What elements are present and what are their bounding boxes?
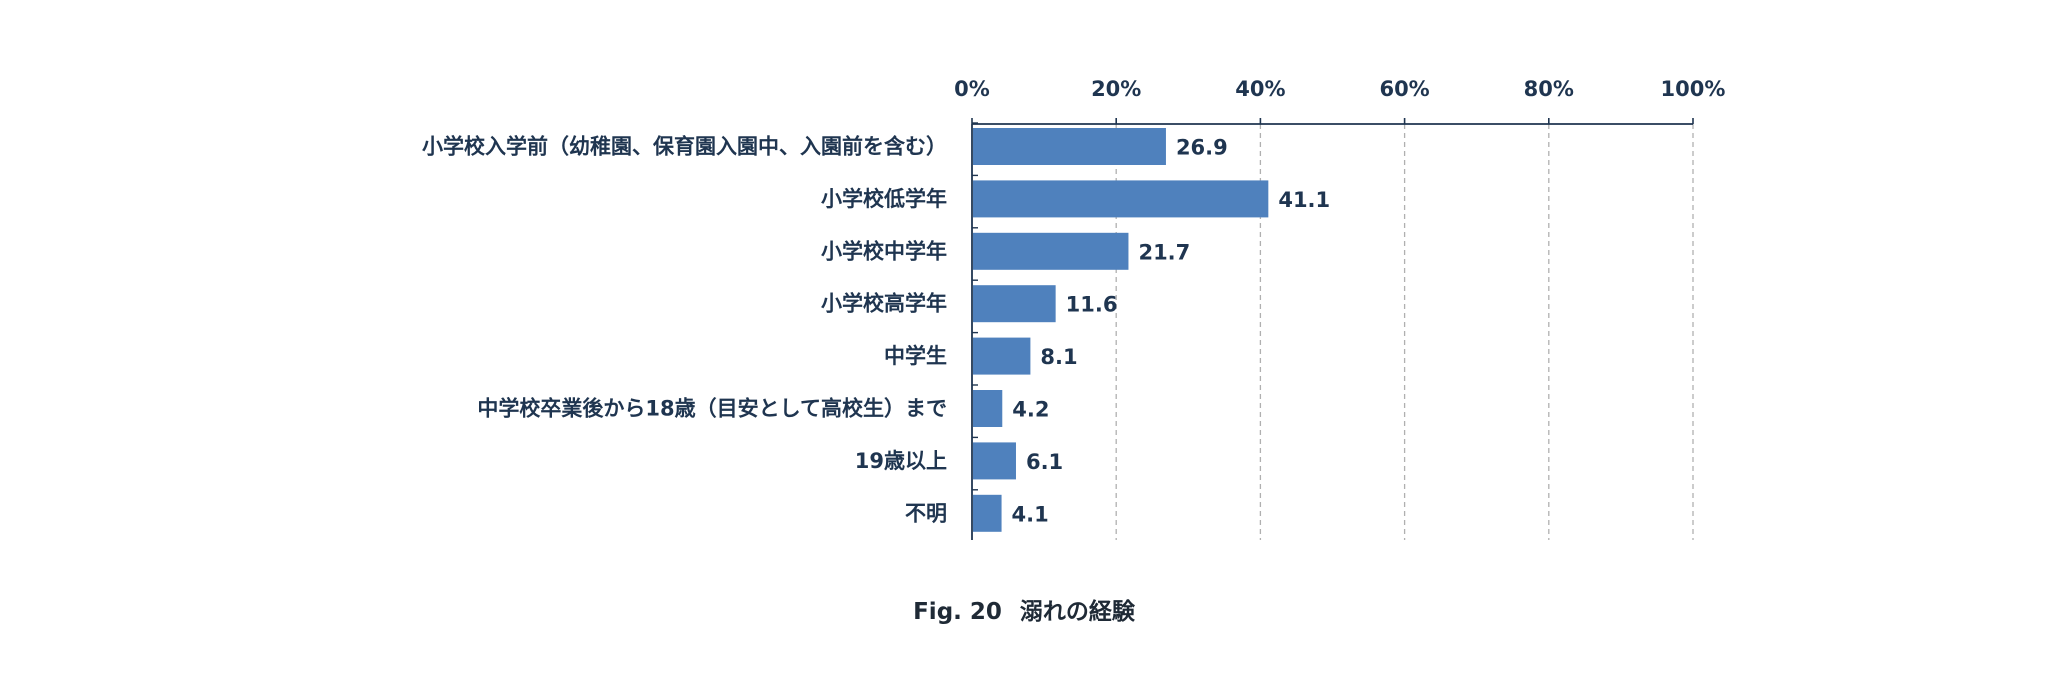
figure-caption: Fig. 20 溺れの経験 [0,592,2048,626]
bar [973,494,1002,532]
value-label: 11.6 [1066,293,1118,317]
figure-number: Fig. 20 [913,599,1002,625]
value-label: 41.1 [1278,188,1330,212]
category-label: 小学校入学前（幼稚園、保育園入園中、入園前を含む） [422,135,947,159]
axes [971,118,1694,540]
value-label: 21.7 [1138,240,1190,264]
bar [973,232,1129,270]
figure-title: 溺れの経験 [1019,599,1135,625]
bar [973,128,1166,165]
category-label: 小学校低学年 [821,187,947,211]
x-tick-label: 20% [1091,77,1141,101]
category-label: 19歳以上 [855,449,947,473]
bar-chart: 0% 20% 40% 60% 80% 100% 26.9 小学校入学前（幼稚園、保育園入園中、… [422,77,1725,540]
bar [973,390,1003,427]
labels: 0% 20% 40% 60% 80% 100% 26.9 小学校入学前（幼稚園、保育園入園中、… [422,77,1725,526]
bars [973,128,1269,532]
x-tick-label: 80% [1524,77,1574,101]
value-label: 4.1 [1012,502,1049,526]
category-label: 不明 [905,501,947,525]
category-label: 小学校中学年 [821,239,947,263]
bar [973,285,1056,323]
category-label: 中学校卒業後から18歳（目安として高校生）まで [477,397,947,421]
bar [973,180,1269,218]
value-label: 6.1 [1026,450,1063,474]
value-label: 4.2 [1012,398,1049,422]
bar [973,442,1016,480]
category-label: 小学校高学年 [821,292,947,316]
category-label: 中学生 [884,344,947,368]
value-label: 8.1 [1040,345,1077,369]
grid-lines [1115,124,1694,540]
x-tick-label: 0% [954,77,990,101]
x-tick-label: 40% [1235,77,1285,101]
value-label: 26.9 [1176,136,1228,160]
x-tick-label: 60% [1379,77,1429,101]
bar [973,337,1031,375]
x-tick-label: 100% [1661,77,1726,101]
